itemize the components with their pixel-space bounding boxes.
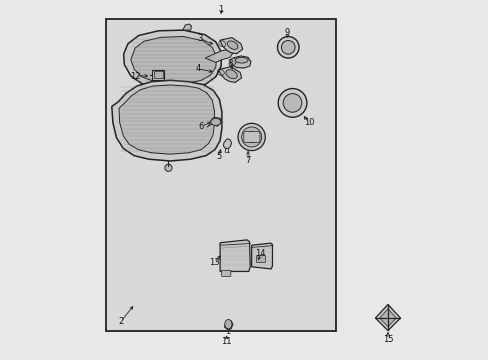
Text: 5: 5: [216, 152, 222, 161]
Text: 7: 7: [245, 156, 250, 165]
Circle shape: [238, 123, 265, 150]
Text: 12: 12: [130, 72, 140, 81]
Polygon shape: [251, 243, 272, 269]
Polygon shape: [204, 49, 233, 62]
Polygon shape: [210, 117, 221, 126]
Text: 4: 4: [195, 64, 200, 73]
Polygon shape: [220, 240, 250, 271]
Circle shape: [277, 37, 298, 58]
Polygon shape: [232, 56, 250, 68]
Text: 3: 3: [197, 34, 202, 43]
Polygon shape: [223, 139, 231, 148]
Text: 11: 11: [221, 337, 231, 346]
Text: 2: 2: [118, 317, 123, 326]
Polygon shape: [119, 85, 214, 154]
Text: 9: 9: [285, 28, 289, 37]
Text: 10: 10: [303, 118, 314, 127]
Polygon shape: [123, 30, 221, 89]
Text: 6: 6: [199, 122, 203, 131]
Ellipse shape: [230, 58, 235, 65]
Ellipse shape: [227, 41, 238, 49]
Ellipse shape: [224, 319, 231, 329]
Polygon shape: [379, 309, 395, 327]
Text: 15: 15: [382, 335, 392, 344]
FancyBboxPatch shape: [256, 256, 265, 262]
Polygon shape: [183, 24, 191, 30]
Circle shape: [241, 127, 261, 147]
Circle shape: [281, 41, 294, 54]
Text: 13: 13: [208, 258, 219, 267]
Text: 14: 14: [255, 249, 265, 258]
Bar: [106, 19, 335, 330]
FancyBboxPatch shape: [244, 132, 260, 142]
FancyBboxPatch shape: [152, 69, 164, 80]
Circle shape: [278, 89, 306, 117]
Text: 8: 8: [227, 59, 232, 68]
Ellipse shape: [225, 70, 237, 79]
FancyBboxPatch shape: [221, 270, 230, 276]
Polygon shape: [224, 320, 233, 330]
Ellipse shape: [235, 57, 247, 63]
Polygon shape: [131, 37, 216, 84]
Text: 1: 1: [218, 5, 224, 14]
Polygon shape: [112, 80, 222, 161]
Polygon shape: [375, 305, 400, 330]
Circle shape: [283, 94, 301, 112]
Polygon shape: [220, 38, 242, 54]
FancyBboxPatch shape: [153, 71, 163, 78]
Circle shape: [164, 164, 172, 171]
Polygon shape: [218, 67, 241, 82]
Ellipse shape: [210, 118, 221, 126]
